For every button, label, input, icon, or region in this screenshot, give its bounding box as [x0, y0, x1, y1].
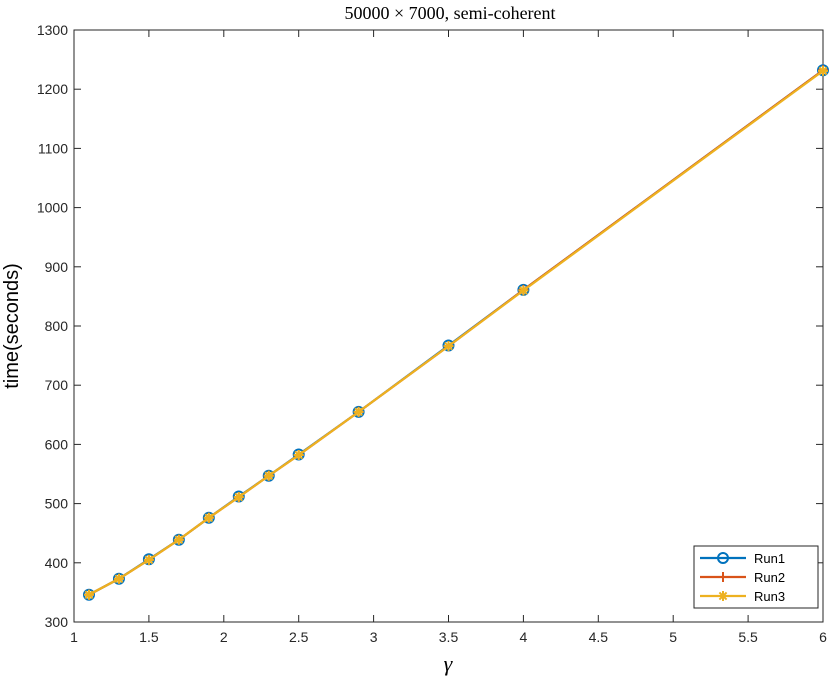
- chart-title: 50000 × 7000, semi-coherent: [344, 3, 555, 23]
- plot-area-frame: [73, 29, 824, 623]
- x-tick-label: 6: [819, 629, 827, 645]
- x-tick-label: 5.5: [738, 629, 758, 645]
- x-tick-label: 4.5: [589, 629, 609, 645]
- x-tick-label: 4: [520, 629, 528, 645]
- x-tick-label: 2: [220, 629, 228, 645]
- y-tick-label: 1100: [38, 140, 68, 156]
- series-run3: [83, 65, 828, 600]
- y-tick-label: 400: [45, 555, 69, 571]
- legend-marker: [717, 552, 729, 564]
- data-point: [173, 534, 184, 545]
- legend-marker: [718, 591, 728, 601]
- y-tick-label: 700: [45, 377, 69, 393]
- x-tick-label: 1.5: [139, 629, 159, 645]
- data-point: [143, 554, 154, 565]
- data-point: [113, 573, 124, 584]
- y-tick-label: 600: [45, 436, 69, 452]
- data-point: [263, 470, 274, 481]
- y-tick-label: 900: [45, 259, 69, 275]
- legend-item-run1: Run1: [700, 551, 785, 566]
- y-axis-label: time(seconds): [1, 263, 23, 389]
- y-tick-label: 500: [45, 496, 69, 512]
- legend-label: Run1: [754, 551, 785, 566]
- y-tick-label: 800: [45, 318, 69, 334]
- data-point: [518, 285, 529, 296]
- y-tick-label: 300: [45, 614, 69, 630]
- x-tick-label: 3: [370, 629, 378, 645]
- data-point: [203, 512, 214, 523]
- x-tick-label: 5: [669, 629, 677, 645]
- data-point: [233, 492, 244, 503]
- data-point: [818, 65, 828, 76]
- legend-label: Run2: [754, 570, 785, 585]
- legend-item-run2: Run2: [700, 570, 785, 585]
- axes: 1 1.5 2 2.5 3 3.5 4 4.5 5 5.5 6 300 400 500 600 700 800 9…: [37, 22, 827, 645]
- legend-label: Run3: [754, 589, 785, 604]
- data-point: [293, 450, 304, 461]
- data-point: [353, 406, 364, 417]
- x-axis-label: γ: [444, 651, 454, 676]
- series-layer: [82, 64, 829, 601]
- y-tick-label: 1200: [37, 81, 68, 97]
- data-point: [443, 341, 454, 352]
- series-line-run3: [88, 69, 824, 596]
- legend: Run1 Run2 Run3: [693, 545, 819, 609]
- x-tick-label: 3.5: [439, 629, 459, 645]
- x-tick-label: 1: [70, 629, 78, 645]
- y-tick-label: 1300: [37, 22, 68, 38]
- x-tick-label: 2.5: [289, 629, 309, 645]
- data-point: [83, 589, 94, 600]
- legend-item-run3: Run3: [700, 589, 785, 604]
- legend-marker: [718, 572, 728, 582]
- y-tick-label: 1000: [37, 200, 68, 216]
